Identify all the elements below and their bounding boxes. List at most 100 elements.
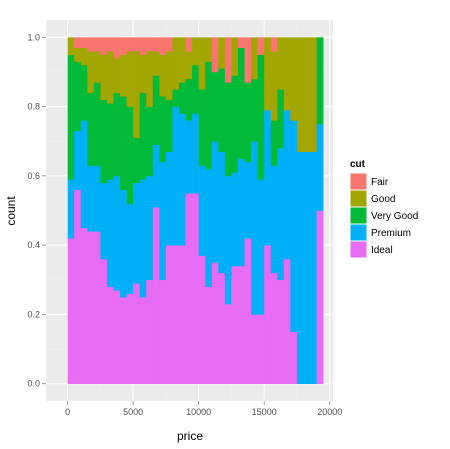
y-tick-label: 0.8	[27, 102, 40, 112]
bar-segment-very-good	[74, 61, 82, 132]
bar-segment-ideal	[120, 297, 127, 384]
bar-segment-fair	[244, 37, 252, 83]
bar-segment-premium	[67, 179, 75, 239]
bar-segment-good	[270, 51, 278, 121]
bar-segment-good	[165, 51, 173, 100]
bar-segment-very-good	[185, 78, 193, 121]
bar-segment-ideal	[244, 238, 252, 384]
bar-segment-ideal	[237, 265, 245, 384]
bar-segment-good	[152, 51, 160, 76]
bar-segment-premium	[264, 110, 272, 246]
bar-segment-good	[310, 37, 317, 152]
legend-label: Good	[371, 194, 395, 205]
y-axis-title: count	[4, 196, 18, 226]
legend-title: cut	[350, 159, 366, 170]
legend-label: Very Good	[371, 211, 418, 222]
bar-segment-ideal	[146, 279, 154, 384]
bar-segment-very-good	[152, 75, 160, 145]
bar-segment-fair	[113, 37, 121, 59]
bar-segment-good	[93, 51, 101, 83]
bar-segment-very-good	[244, 82, 252, 163]
bar-segment-good	[303, 37, 311, 152]
bar-segment-very-good	[120, 96, 127, 191]
bar-segment-good	[185, 51, 193, 80]
bar-segment-very-good	[251, 78, 258, 142]
bar-segment-fair	[126, 37, 134, 52]
bar-segment-premium	[296, 151, 304, 384]
bar-segment-premium	[139, 179, 147, 298]
bar-segment-ideal	[185, 193, 193, 384]
bar-segment-good	[264, 37, 272, 111]
bar-segment-ideal	[133, 283, 140, 384]
bar-segment-ideal	[251, 314, 258, 384]
bar-segment-very-good	[192, 65, 199, 114]
bar-segment-fair	[159, 37, 167, 55]
bar-segment-premium	[80, 120, 88, 229]
bar-segment-ideal	[270, 272, 278, 384]
x-tick-label: 10000	[186, 407, 211, 417]
bar-segment-premium	[211, 141, 219, 263]
bar-segment-very-good	[146, 106, 154, 177]
bar-segment-fair	[93, 37, 101, 52]
bar-segment-premium	[106, 179, 114, 287]
bar-segment-premium	[152, 144, 160, 208]
bar-segment-premium	[316, 123, 324, 211]
bar-segment-very-good	[139, 92, 147, 180]
bar-segment-very-good	[100, 99, 108, 184]
bar-segment-ideal	[172, 245, 180, 384]
bar-segment-good	[290, 37, 298, 121]
bar-segment-fair	[224, 37, 232, 83]
bar-segment-fair	[152, 37, 160, 52]
bar-segment-good	[139, 54, 147, 94]
bar-segment-fair	[80, 37, 88, 49]
bar-segment-ideal	[74, 189, 82, 384]
bar-segment-good	[179, 37, 186, 83]
bar-segment-fair	[257, 37, 265, 55]
bar-segment-ideal	[139, 297, 147, 384]
bar-segment-premium	[270, 165, 278, 274]
bar-segment-very-good	[87, 92, 95, 166]
bar-segment-ideal	[100, 258, 108, 384]
bar-segment-fair	[106, 37, 114, 52]
bar-segment-ideal	[283, 258, 291, 384]
bar-segment-premium	[100, 182, 108, 260]
bar-segment-ideal	[152, 207, 160, 384]
legend-label: Ideal	[371, 245, 393, 256]
bar-segment-fair	[139, 37, 147, 55]
bar-segment-premium	[198, 165, 206, 256]
bar-segment-premium	[237, 158, 245, 267]
bar-segment-fair	[270, 37, 278, 52]
bar-segment-very-good	[172, 89, 180, 107]
bar-segment-premium	[93, 165, 101, 232]
bar-segment-very-good	[237, 47, 245, 159]
bar-segment-good	[67, 37, 75, 55]
bar-segment-premium	[172, 106, 180, 246]
legend: cut Fair Good Very Good Premium Ideal	[349, 159, 418, 259]
bar-segment-ideal	[159, 279, 167, 384]
bar-segment-ideal	[231, 265, 239, 384]
bar-segment-premium	[310, 151, 317, 384]
bar-segment-fair	[120, 37, 127, 55]
bar-segment-ideal	[93, 231, 101, 384]
x-axis-title: price	[177, 429, 203, 443]
bar-segment-premium	[159, 162, 167, 281]
bar-segment-very-good	[165, 99, 173, 152]
bar-segment-good	[283, 37, 291, 111]
x-tick-label: 5000	[123, 407, 143, 417]
bar-segment-good	[106, 51, 114, 104]
bar-segment-good	[146, 51, 154, 107]
bar-segment-very-good	[67, 54, 75, 180]
bar-segment-ideal	[198, 255, 206, 384]
y-tick-label: 0.0	[27, 379, 40, 389]
axes-layer: 0.0 0.2 0.4 0.6 0.8 1.0 0 5000 10000 15000 20000	[27, 32, 342, 417]
bar-segment-very-good	[224, 82, 232, 177]
bar-segment-good	[74, 47, 82, 62]
bar-segment-premium	[205, 168, 213, 287]
bar-segment-ideal	[126, 293, 134, 384]
bar-segment-premium	[283, 110, 291, 260]
bar-segment-ideal	[87, 231, 95, 384]
bar-segment-ideal	[192, 193, 199, 384]
bar-segment-very-good	[126, 106, 134, 204]
bar-segment-good	[87, 51, 95, 94]
bar-segment-fair	[100, 37, 108, 55]
